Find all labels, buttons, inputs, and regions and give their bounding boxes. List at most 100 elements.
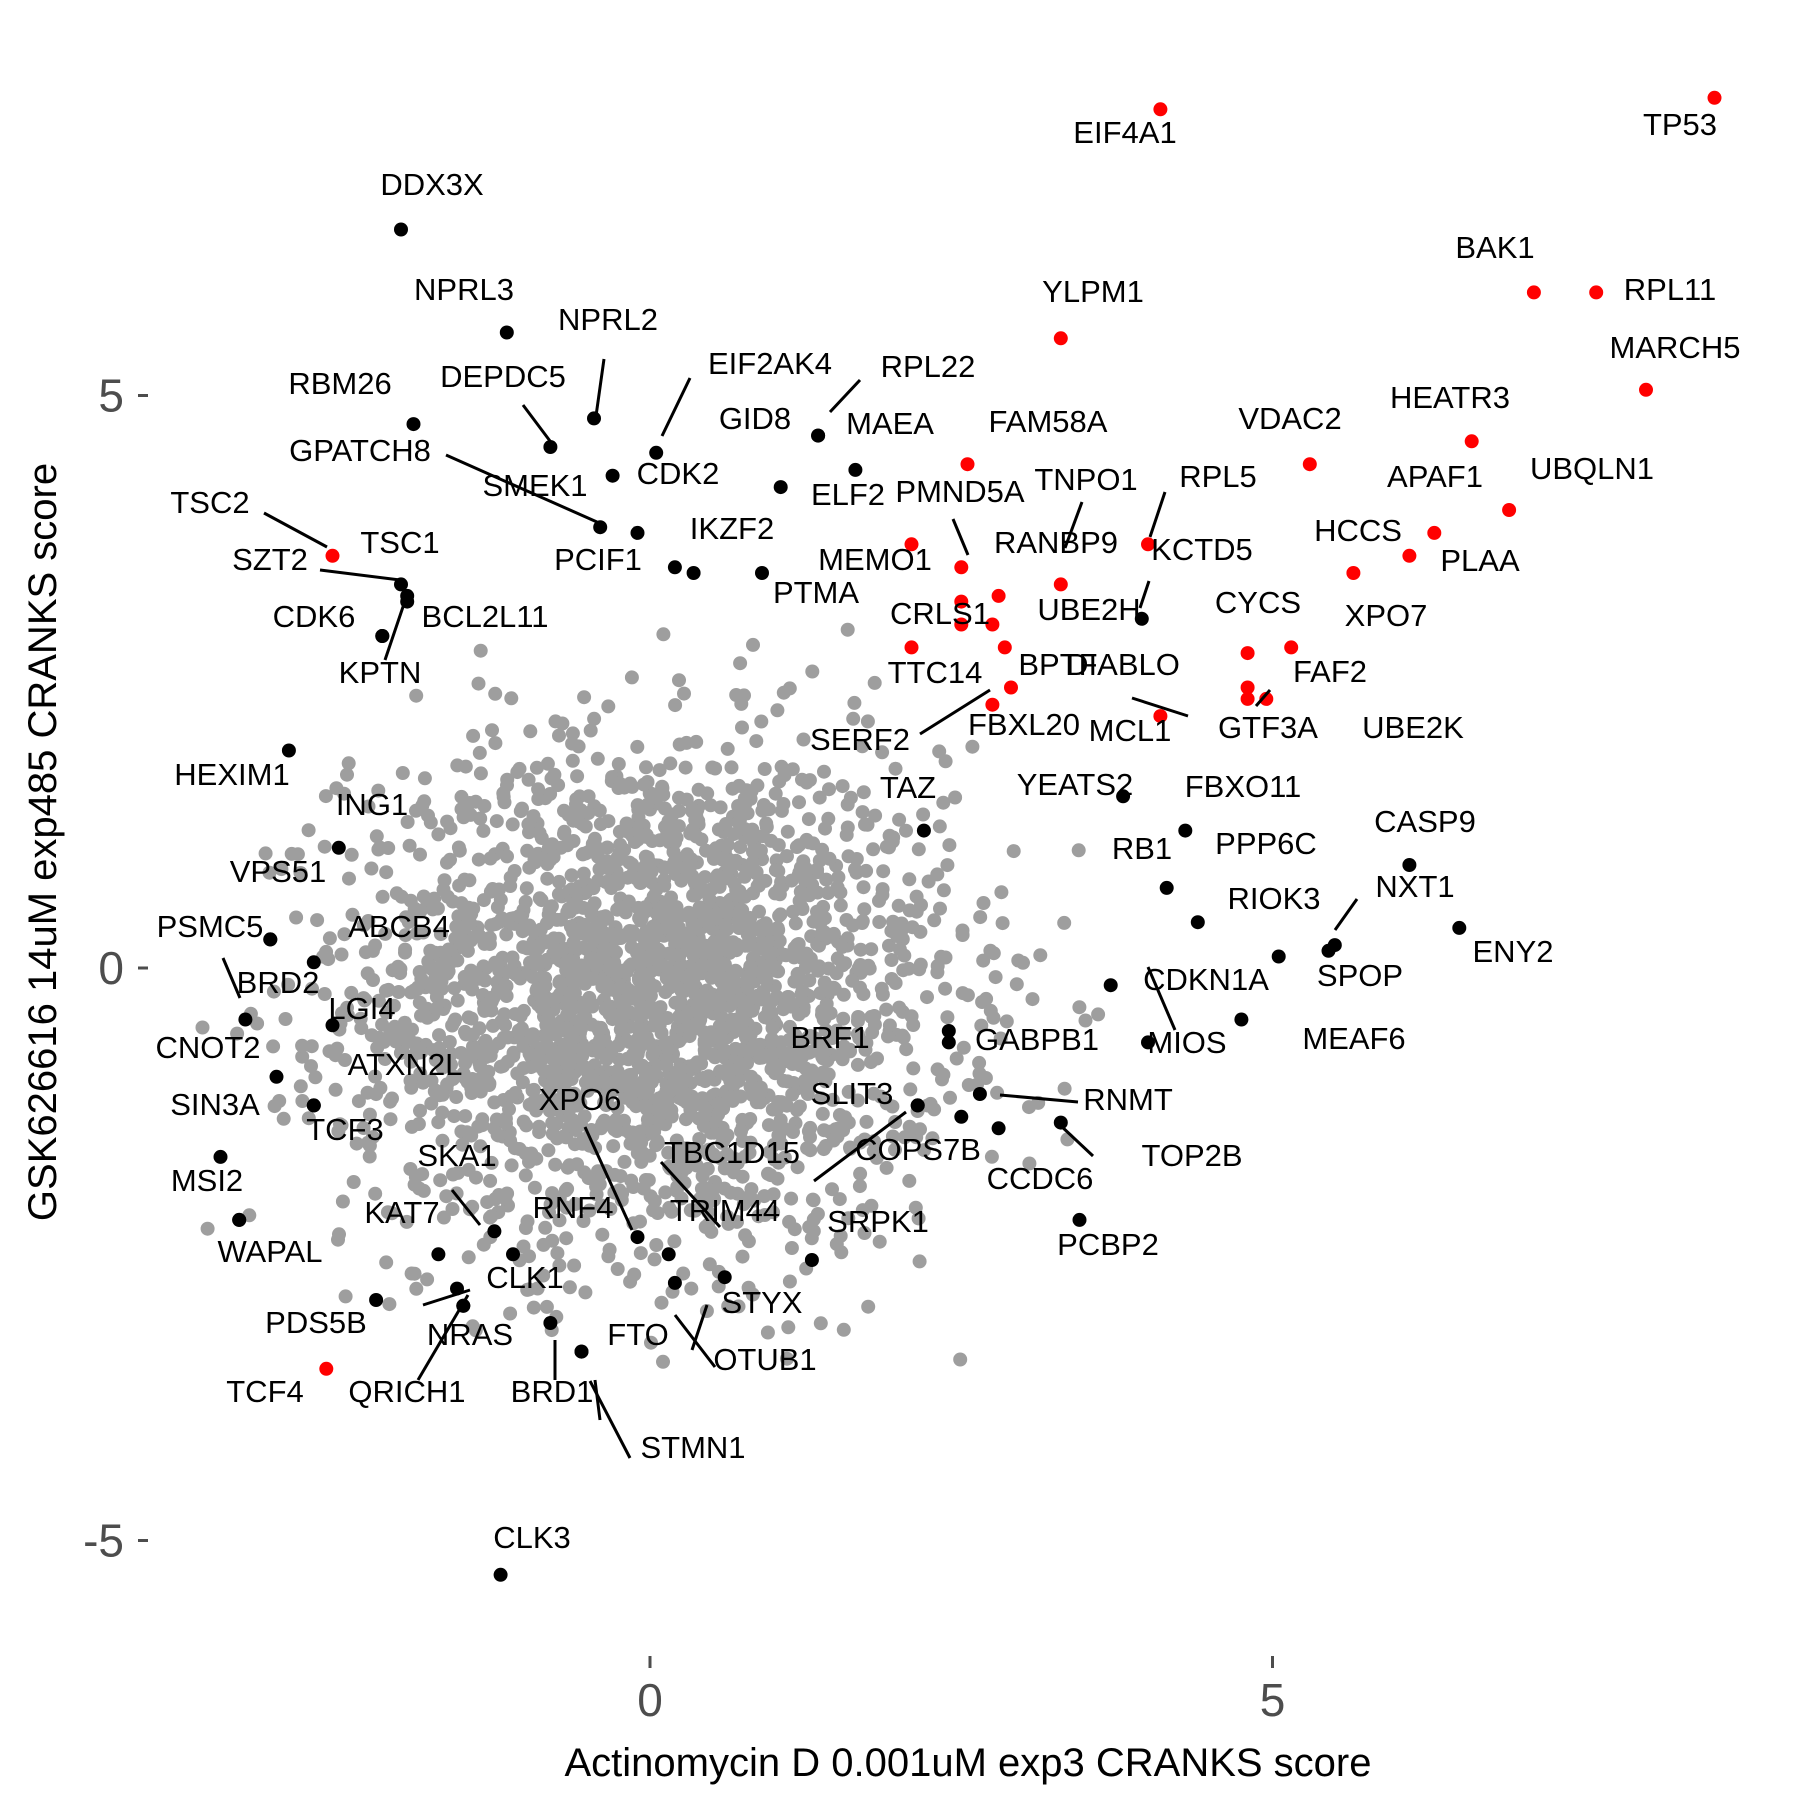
point-hexim1 xyxy=(281,743,296,758)
label-ccdc6: CCDC6 xyxy=(987,1161,1094,1196)
background-point xyxy=(548,1063,563,1077)
background-point xyxy=(531,782,546,797)
background-point xyxy=(810,862,825,877)
background-point xyxy=(1057,915,1072,930)
background-point xyxy=(644,1335,658,1350)
background-point xyxy=(548,714,563,729)
highlighted-red-points xyxy=(319,90,1722,1376)
background-point xyxy=(502,1102,516,1117)
leader-line xyxy=(383,594,409,661)
background-point xyxy=(818,1074,833,1089)
leader-line xyxy=(583,1126,634,1231)
background-point xyxy=(438,953,453,968)
point-ranbp9 xyxy=(954,560,969,575)
background-point xyxy=(830,1023,844,1038)
background-point xyxy=(836,1011,851,1026)
background-point xyxy=(1057,1081,1072,1096)
background-point xyxy=(671,920,686,935)
background-point xyxy=(633,947,648,962)
point-ylpm1 xyxy=(1053,331,1068,346)
background-point xyxy=(362,1149,377,1164)
background-point xyxy=(765,1102,780,1117)
background-point xyxy=(751,878,766,893)
background-point xyxy=(562,1158,577,1173)
background-point xyxy=(867,675,882,690)
background-point xyxy=(627,835,642,849)
background-point xyxy=(1009,977,1024,992)
point-mcl1 xyxy=(1153,709,1168,724)
background-point xyxy=(519,1118,534,1133)
y-tick-label: 0 xyxy=(98,942,124,994)
background-point xyxy=(545,1116,560,1130)
background-point xyxy=(671,860,686,875)
background-point xyxy=(1078,1013,1093,1028)
background-point xyxy=(322,1044,337,1059)
background-point xyxy=(356,991,371,1006)
label-meaf6: MEAF6 xyxy=(1302,1021,1405,1056)
point-cnot2 xyxy=(269,1069,284,1084)
background-point xyxy=(940,1010,955,1025)
background-point xyxy=(920,990,934,1005)
background-point xyxy=(868,808,883,823)
label-elf2: ELF2 xyxy=(811,477,885,512)
background-point xyxy=(341,756,356,771)
background-point xyxy=(716,983,731,998)
label-mcl1: MCL1 xyxy=(1089,713,1172,748)
background-point xyxy=(686,948,701,963)
background-point xyxy=(782,1214,797,1229)
leader-line xyxy=(828,378,862,414)
background-point xyxy=(482,1076,497,1091)
background-point xyxy=(667,1234,682,1249)
background-point xyxy=(609,945,623,960)
background-point xyxy=(872,893,886,908)
background-point xyxy=(840,820,855,835)
background-point xyxy=(743,967,758,982)
background-point xyxy=(504,691,519,706)
background-point xyxy=(450,993,465,1008)
background-point xyxy=(988,970,1003,985)
label-bcl2l11: BCL2L11 xyxy=(422,599,549,634)
point-top2b xyxy=(1053,1115,1068,1130)
background-point xyxy=(601,699,616,714)
background-point xyxy=(310,913,325,928)
background-point xyxy=(613,837,628,852)
background-point xyxy=(841,849,856,864)
background-point xyxy=(668,698,683,713)
leader-line xyxy=(263,511,328,549)
background-point xyxy=(646,889,661,904)
background-point xyxy=(726,827,741,842)
background-point xyxy=(413,1103,427,1118)
point-elf2 xyxy=(773,480,788,495)
point-gtf3a xyxy=(1240,691,1255,706)
background-point xyxy=(379,1255,394,1270)
label-psmc5: PSMC5 xyxy=(157,909,264,944)
background-point xyxy=(721,1299,736,1314)
background-point xyxy=(548,942,563,957)
background-point xyxy=(647,1194,662,1209)
background-point xyxy=(675,1085,690,1099)
background-point xyxy=(506,1048,521,1063)
background-point xyxy=(763,1168,778,1183)
background-point xyxy=(777,768,792,783)
point-pmnd5a xyxy=(954,617,969,632)
background-point xyxy=(703,798,718,813)
background-point xyxy=(850,1057,865,1072)
background-point xyxy=(266,984,281,999)
background-point xyxy=(529,760,544,775)
background-point xyxy=(512,909,527,924)
background-point xyxy=(552,728,566,743)
background-point xyxy=(638,1173,653,1187)
background-point xyxy=(485,723,499,738)
background-point xyxy=(429,1001,444,1016)
point-apaf1 xyxy=(1427,525,1442,540)
background-point xyxy=(738,889,752,904)
background-point xyxy=(753,1080,768,1095)
background-point xyxy=(909,889,924,904)
background-point xyxy=(488,686,503,701)
point-nprl2 xyxy=(587,411,601,426)
background-point xyxy=(403,1054,418,1069)
background-point xyxy=(461,1010,476,1025)
background-point xyxy=(487,1095,502,1110)
point-brd1 xyxy=(543,1316,558,1330)
background-point xyxy=(792,1099,807,1114)
